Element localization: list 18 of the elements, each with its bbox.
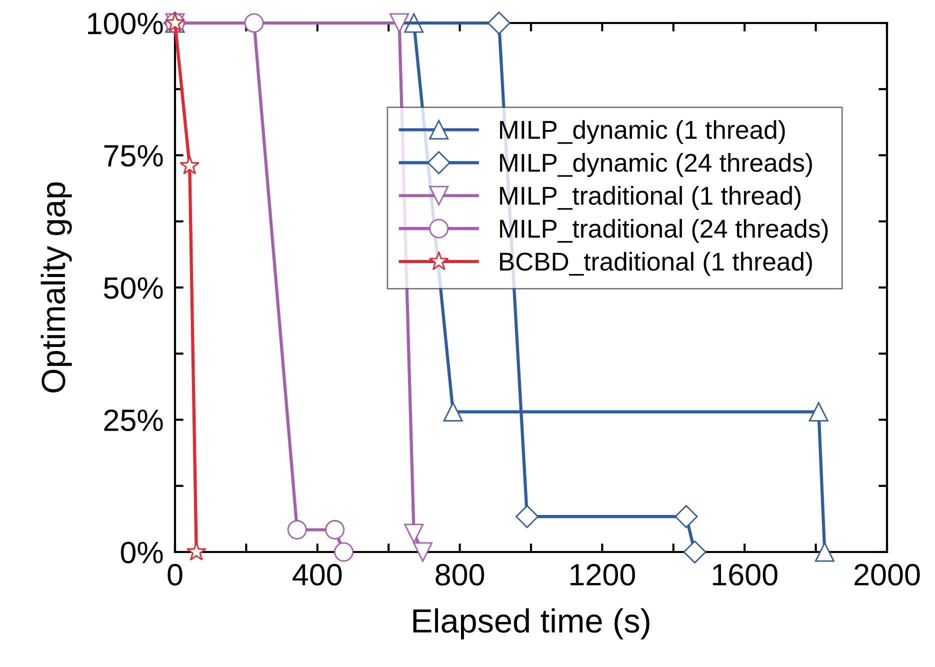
- y-tick-label: 100%: [88, 12, 163, 34]
- y-tick-label: 25%: [104, 409, 163, 432]
- x-tick-label: 2000: [854, 564, 920, 586]
- x-tick-label: 800: [436, 564, 484, 586]
- legend-label: BCBD_traditional (1 thread): [500, 252, 812, 276]
- x-axis-title: Elapsed time (s): [413, 608, 650, 640]
- legend-label: MILP_dynamic (1 thread): [500, 120, 785, 144]
- x-tick-label: 1200: [570, 564, 635, 586]
- x-tick-label: 0: [168, 564, 182, 586]
- y-axis-title: Optimality gap: [40, 182, 72, 392]
- x-tick-label: 400: [292, 564, 342, 586]
- y-tick-label: 50%: [104, 277, 163, 299]
- x-tick-label: 1600: [712, 564, 778, 586]
- legend-label: MILP_traditional (1 thread): [500, 186, 801, 210]
- y-tick-label: 0%: [120, 542, 163, 564]
- legend-label: MILP_dynamic (24 threads): [500, 153, 812, 178]
- y-tick-label: 75%: [104, 145, 163, 167]
- legend-label: MILP_traditional (24 threads): [500, 218, 828, 243]
